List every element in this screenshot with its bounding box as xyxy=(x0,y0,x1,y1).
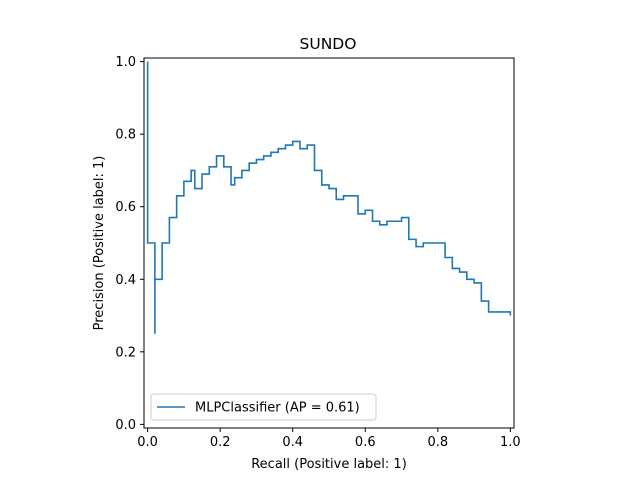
y-tick-label: 1.0 xyxy=(115,55,136,70)
x-tick-label: 0.6 xyxy=(355,435,376,450)
legend-box xyxy=(150,393,377,421)
plot-border xyxy=(143,57,515,429)
x-axis-ticks: 0.0 0.2 0.4 0.6 0.8 1.0 xyxy=(137,428,521,450)
chart-title: SUNDO xyxy=(300,35,357,53)
legend: MLPClassifier (AP = 0.61) xyxy=(150,393,377,421)
plot-frame xyxy=(144,58,514,428)
series-line-0 xyxy=(146,61,512,334)
y-axis-label: Precision (Positive label: 1) xyxy=(92,156,107,331)
x-axis-label: Recall (Positive label: 1) xyxy=(251,457,407,472)
y-tick-label: 0.2 xyxy=(115,345,136,360)
y-tick-label: 0.0 xyxy=(115,418,136,433)
y-tick-label: 0.4 xyxy=(115,273,136,288)
x-tick-label: 1.0 xyxy=(500,435,521,450)
y-tick-label: 0.6 xyxy=(115,200,136,215)
x-tick-label: 0.4 xyxy=(282,435,303,450)
y-tick-label: 0.8 xyxy=(115,128,136,143)
x-tick-label: 0.8 xyxy=(427,435,448,450)
legend-entry-mlpclassifier: MLPClassifier (AP = 0.61) xyxy=(195,401,360,416)
data-layer xyxy=(146,61,512,334)
y-axis-ticks: 0.0 0.2 0.4 0.6 0.8 1.0 xyxy=(115,55,144,433)
x-tick-label: 0.2 xyxy=(210,435,231,450)
x-tick-label: 0.0 xyxy=(137,435,158,450)
